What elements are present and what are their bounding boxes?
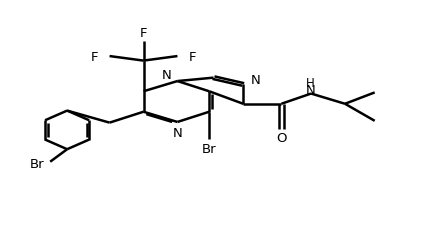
Text: O: O: [276, 132, 286, 145]
Text: F: F: [139, 27, 147, 40]
Text: Br: Br: [30, 158, 45, 171]
Text: N: N: [161, 68, 171, 81]
Text: N: N: [250, 74, 260, 87]
Text: N: N: [305, 84, 315, 97]
Text: H: H: [305, 77, 314, 90]
Text: F: F: [91, 50, 98, 63]
Text: F: F: [188, 50, 196, 63]
Text: Br: Br: [201, 142, 216, 155]
Text: N: N: [172, 126, 182, 139]
